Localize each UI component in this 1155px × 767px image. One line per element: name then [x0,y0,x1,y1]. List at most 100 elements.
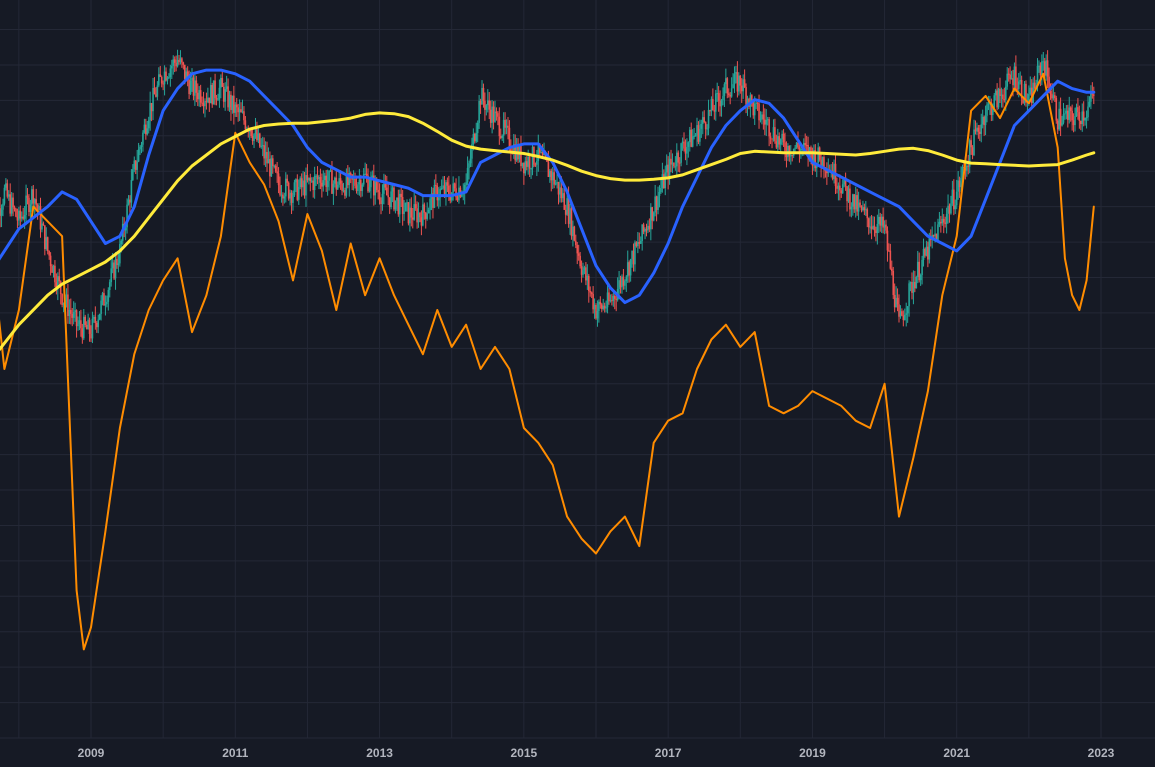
candle-body [113,262,115,279]
candle-body [250,129,252,137]
candle-body [583,267,586,271]
candle-body [211,85,213,105]
candle-body [613,295,616,299]
candle-body [673,162,675,167]
candle-body [476,122,479,134]
candle-body [290,192,293,203]
candle-body [159,74,162,77]
candle-body [762,114,765,120]
candle-body [823,157,825,170]
candle-body [315,175,317,177]
candle-body [641,224,643,242]
candle-body [991,108,994,116]
candle-body [287,182,290,199]
candle-body [495,111,498,114]
candle-body [691,136,694,147]
candle-body [684,148,687,154]
candle-body [25,195,27,216]
candle-body [761,114,763,120]
candle-body [191,77,193,81]
candle-body [919,274,922,281]
candle-body [371,175,374,178]
candle-body [31,189,33,205]
candle-body [569,208,571,224]
candle-body [921,259,923,275]
candle-body [403,211,405,214]
candle-body [615,298,617,300]
candle-body [373,175,375,196]
candle-body [843,177,845,185]
candle-body [942,218,945,223]
candle-body [133,160,136,170]
candle-body [979,131,981,134]
candle-body [36,204,39,211]
candle-body [677,152,680,163]
candle-body [967,165,970,167]
candle-body [870,226,873,230]
candle-body [404,202,407,212]
candle-body [674,166,677,168]
candle-body [619,280,622,288]
candle-body [996,90,998,108]
candle-body [879,216,882,226]
candle-body [899,311,902,317]
candle-body [396,197,398,201]
candle-body [527,156,529,167]
candle-body [44,225,46,249]
candle-body [198,90,201,100]
candle-body [235,104,238,108]
candle-body [1075,107,1078,117]
candle-body [587,275,590,292]
candle-body [341,183,343,191]
candle-body [629,259,632,276]
candle-body [357,184,359,191]
candle-body [397,197,400,215]
candle-body [550,170,553,181]
candle-body [419,212,421,218]
candle-body [837,185,840,189]
candle-body [370,177,372,188]
candle-body [781,133,783,140]
candle-body [329,170,332,172]
candle-body [1074,116,1076,126]
candle-body [585,267,587,281]
candle-body [55,282,58,290]
candle-body [81,328,84,339]
candle-body [696,125,698,136]
candle-body [997,88,1000,108]
candle-body [283,196,286,199]
candle-body [179,58,182,63]
candle-body [557,182,560,195]
candle-body [701,117,704,124]
candle-body [384,183,387,188]
candle-body [110,268,112,283]
candle-body [811,153,814,166]
candle-body [600,304,603,309]
candle-body [1065,110,1068,114]
candle-body [269,158,271,177]
candle-body [468,163,470,168]
candle-body [214,80,216,98]
candle-body [16,216,19,221]
candle-body [475,133,478,142]
candle-body [23,215,26,219]
candle-body [293,182,296,196]
candle-body [119,244,121,264]
candle-body [387,195,390,198]
candle-body [505,125,508,128]
candle-body [1052,95,1055,99]
candle-body [319,177,322,183]
candle-body [875,230,877,234]
candle-body [312,180,314,191]
candle-body [499,136,502,138]
candle-body [188,79,190,95]
candle-body [753,103,756,116]
candle-body [103,293,105,306]
candle-body [999,88,1001,96]
candle-body [45,237,48,249]
candle-body [638,241,641,244]
candle-body [647,225,649,231]
candle-body [895,297,897,308]
candle-body [453,183,456,189]
